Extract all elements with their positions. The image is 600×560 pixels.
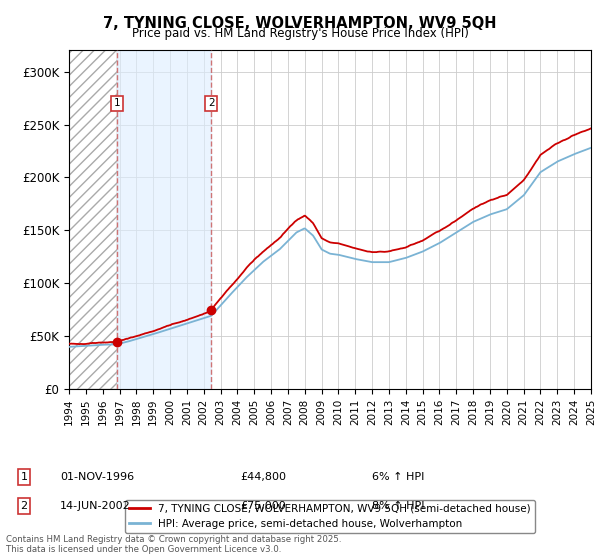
Text: 6% ↑ HPI: 6% ↑ HPI — [372, 472, 424, 482]
Text: 7, TYNING CLOSE, WOLVERHAMPTON, WV9 5QH: 7, TYNING CLOSE, WOLVERHAMPTON, WV9 5QH — [103, 16, 497, 31]
Text: 8% ↑ HPI: 8% ↑ HPI — [372, 501, 425, 511]
Text: 2: 2 — [208, 99, 215, 108]
Text: 14-JUN-2002: 14-JUN-2002 — [60, 501, 131, 511]
Text: £75,000: £75,000 — [240, 501, 286, 511]
Text: 1: 1 — [113, 99, 120, 108]
Text: Price paid vs. HM Land Registry's House Price Index (HPI): Price paid vs. HM Land Registry's House … — [131, 27, 469, 40]
Text: 1: 1 — [20, 472, 28, 482]
Text: 01-NOV-1996: 01-NOV-1996 — [60, 472, 134, 482]
Text: Contains HM Land Registry data © Crown copyright and database right 2025.
This d: Contains HM Land Registry data © Crown c… — [6, 535, 341, 554]
Bar — [116, 50, 211, 389]
Text: £44,800: £44,800 — [240, 472, 286, 482]
Text: 2: 2 — [20, 501, 28, 511]
Bar — [69, 50, 116, 389]
Legend: 7, TYNING CLOSE, WOLVERHAMPTON, WV9 5QH (semi-detached house), HPI: Average pric: 7, TYNING CLOSE, WOLVERHAMPTON, WV9 5QH … — [125, 500, 535, 533]
